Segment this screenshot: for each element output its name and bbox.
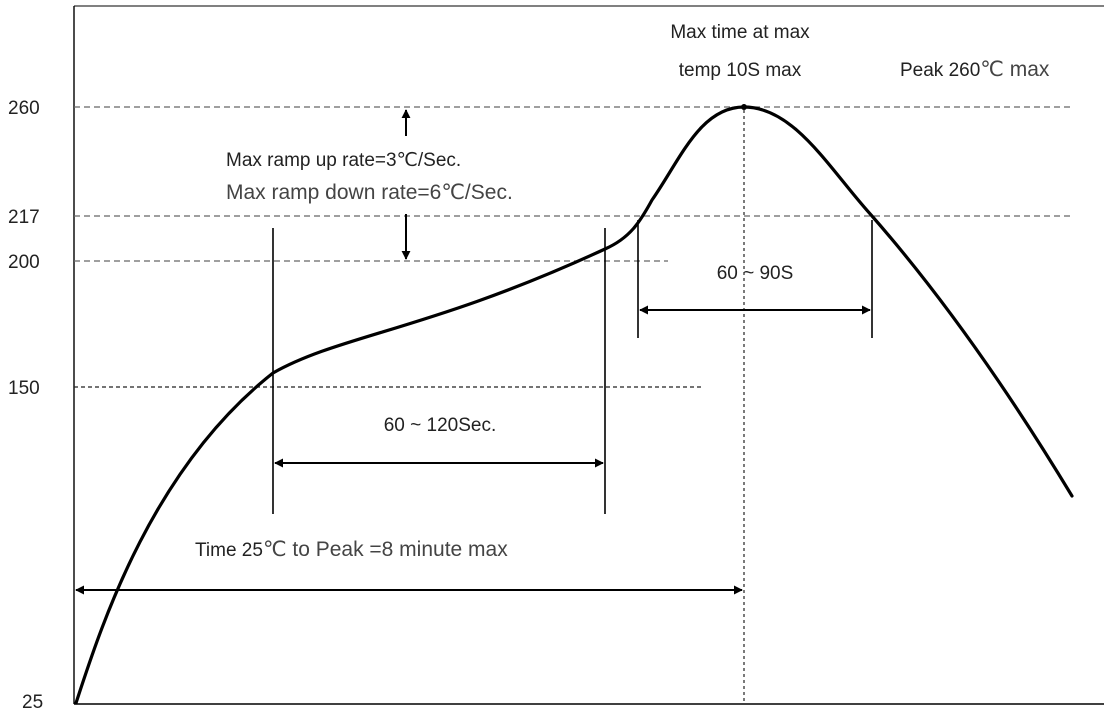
peak-point xyxy=(741,104,747,110)
ramp-up-label: Max ramp up rate=3℃/Sec. xyxy=(226,150,461,171)
y-tick-label: 25 xyxy=(22,692,43,711)
soak-span-label: 60 ~ 120Sec. xyxy=(384,415,497,436)
y-tick-label: 150 xyxy=(8,378,40,399)
max-time-label-line1: Max time at max xyxy=(670,22,810,43)
peak-label: Peak 260℃ max xyxy=(900,58,1050,81)
time-to-peak-bold: Time 25 xyxy=(195,540,263,561)
y-tick-label: 200 xyxy=(8,252,40,273)
peak-label-unit: ℃ max xyxy=(980,58,1050,81)
time-to-peak-label: Time 25℃ to Peak =8 minute max xyxy=(195,538,508,561)
reflow-curve xyxy=(74,105,1074,705)
y-tick-label: 217 xyxy=(8,207,40,228)
ramp-down-label: Max ramp down rate=6℃/Sec. xyxy=(226,181,513,204)
y-tick-label: 260 xyxy=(8,98,40,119)
peak-label-bold: Peak 260 xyxy=(900,60,980,81)
max-time-label-line2: temp 10S max xyxy=(679,60,802,81)
tal-span-label: 60 ~ 90S xyxy=(717,263,794,284)
time-to-peak-rest: ℃ to Peak =8 minute max xyxy=(263,538,508,561)
